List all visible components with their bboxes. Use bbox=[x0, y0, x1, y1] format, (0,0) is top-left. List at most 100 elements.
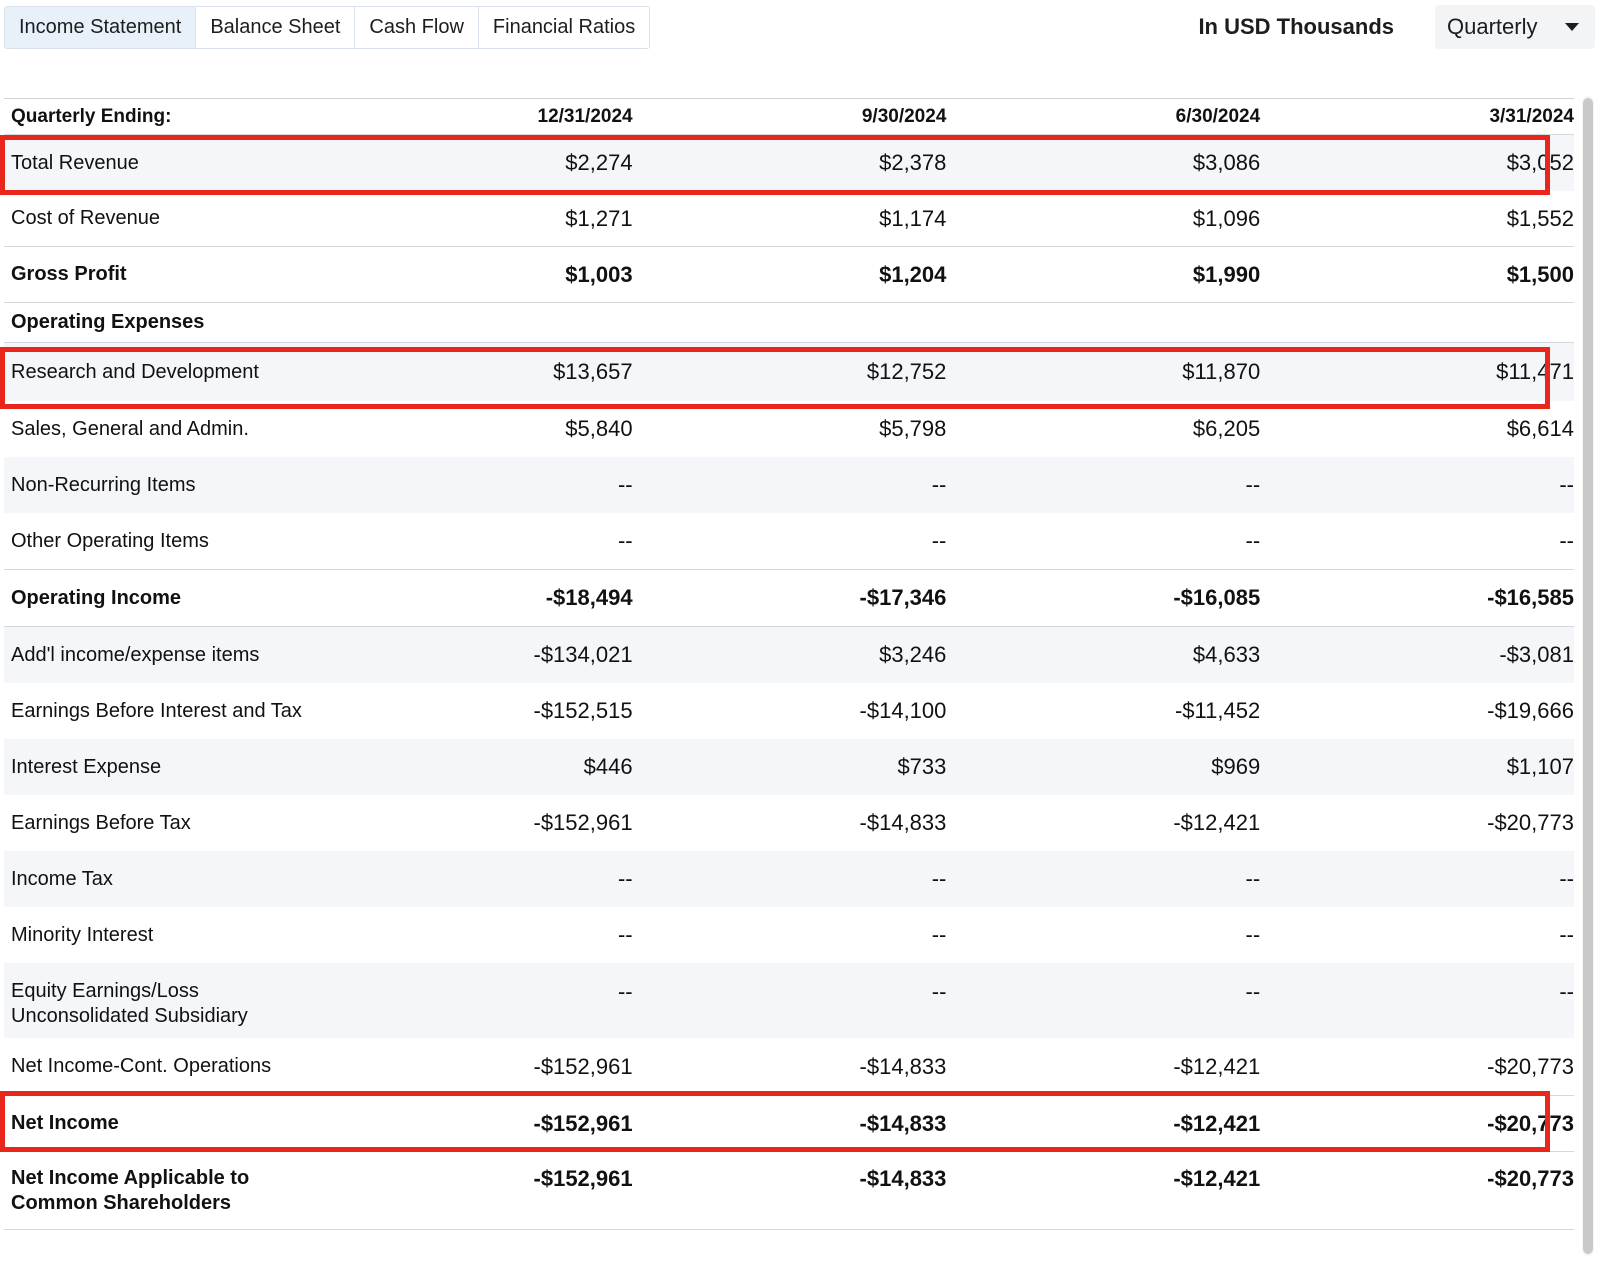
period-select[interactable]: Quarterly bbox=[1435, 5, 1595, 49]
row-value: -$12,421 bbox=[1173, 810, 1261, 835]
row-value: -- bbox=[931, 922, 947, 947]
row-value: -- bbox=[617, 472, 633, 497]
caret-down-icon bbox=[1565, 23, 1579, 31]
units-label: In USD Thousands bbox=[1198, 14, 1394, 39]
row-value: -$18,494 bbox=[545, 585, 633, 610]
row-value: -- bbox=[1559, 922, 1574, 947]
row-value: -- bbox=[931, 866, 947, 891]
row-value: $1,500 bbox=[1506, 261, 1574, 287]
row-value: -$152,515 bbox=[533, 698, 633, 723]
row-value: -$17,346 bbox=[859, 585, 947, 610]
row-value: $2,378 bbox=[879, 150, 947, 175]
row-value: $5,840 bbox=[565, 416, 633, 441]
row-label: Income Tax bbox=[11, 867, 113, 890]
row-value: -$11,452 bbox=[1174, 698, 1261, 723]
row-operating-expenses-heading: Operating Expenses bbox=[4, 303, 1574, 343]
header-col-1: 12/31/2024 bbox=[537, 105, 633, 127]
row-value: $2,274 bbox=[565, 150, 633, 175]
row-value: -$16,085 bbox=[1173, 585, 1261, 610]
income-statement-table: Quarterly Ending: 12/31/2024 9/30/2024 6… bbox=[4, 98, 1574, 1230]
row-value: $4,633 bbox=[1192, 642, 1261, 667]
row-value: $6,205 bbox=[1192, 416, 1261, 441]
row-label: Total Revenue bbox=[11, 151, 139, 174]
row-value: -$152,961 bbox=[533, 1110, 633, 1136]
row-value: $3,246 bbox=[879, 642, 947, 667]
row-value: -$12,421 bbox=[1173, 1110, 1261, 1136]
row-label: Operating Expenses bbox=[11, 311, 205, 333]
row-value: $5,798 bbox=[879, 416, 947, 441]
tab-income-statement[interactable]: Income Statement bbox=[5, 7, 197, 48]
tab-financial-ratios[interactable]: Financial Ratios bbox=[478, 7, 650, 48]
row-other-operating-items: Other Operating Items -- -- -- -- bbox=[4, 513, 1574, 570]
row-label: Add'l income/expense items bbox=[11, 643, 260, 666]
row-value: $1,271 bbox=[565, 205, 633, 231]
row-ebit: Earnings Before Interest and Tax -$152,5… bbox=[4, 683, 1574, 739]
row-value: $6,614 bbox=[1506, 416, 1574, 441]
header-label: Quarterly Ending: bbox=[11, 105, 172, 127]
row-value: -$14,833 bbox=[859, 1053, 947, 1079]
row-label: Net Income bbox=[11, 1112, 119, 1134]
row-cost-of-revenue: Cost of Revenue $1,271 $1,174 $1,096 $1,… bbox=[4, 191, 1574, 247]
row-net-income-cont-ops: Net Income-Cont. Operations -$152,961 -$… bbox=[4, 1038, 1574, 1096]
row-value: -$19,666 bbox=[1487, 698, 1574, 723]
row-value: -- bbox=[1245, 528, 1261, 553]
row-value: $1,990 bbox=[1192, 261, 1261, 287]
row-value: $3,052 bbox=[1506, 150, 1574, 175]
row-value: -$12,421 bbox=[1173, 1053, 1261, 1079]
header-col-2: 9/30/2024 bbox=[861, 105, 947, 127]
row-value: -$14,833 bbox=[859, 1110, 947, 1136]
row-value: -$20,773 bbox=[1487, 810, 1574, 835]
row-value: -$152,961 bbox=[533, 1053, 633, 1079]
row-label: Interest Expense bbox=[11, 755, 162, 778]
row-sga: Sales, General and Admin. $5,840 $5,798 … bbox=[4, 401, 1574, 457]
tab-balance-sheet[interactable]: Balance Sheet bbox=[196, 7, 356, 48]
row-value: -$134,021 bbox=[533, 642, 633, 667]
row-label: Other Operating Items bbox=[11, 529, 209, 552]
row-value: -$20,773 bbox=[1487, 1166, 1574, 1191]
row-value: -$152,961 bbox=[533, 810, 633, 835]
row-gross-profit: Gross Profit $1,003 $1,204 $1,990 $1,500 bbox=[4, 247, 1574, 303]
row-value: -- bbox=[1245, 922, 1261, 947]
row-net-income: Net Income -$152,961 -$14,833 -$12,421 -… bbox=[4, 1096, 1574, 1152]
tab-cash-flow[interactable]: Cash Flow bbox=[355, 7, 479, 48]
row-value: -$14,100 bbox=[859, 698, 947, 723]
row-label: Net Income Applicable to Common Sharehol… bbox=[11, 1167, 250, 1214]
row-value: -$14,833 bbox=[859, 810, 947, 835]
statement-tabs: Income Statement Balance Sheet Cash Flow… bbox=[4, 6, 651, 49]
row-minority-interest: Minority Interest -- -- -- -- bbox=[4, 907, 1574, 963]
row-operating-income: Operating Income -$18,494 -$17,346 -$16,… bbox=[4, 570, 1574, 627]
row-value: $733 bbox=[897, 754, 947, 779]
row-total-revenue: Total Revenue $2,274 $2,378 $3,086 $3,05… bbox=[4, 135, 1574, 191]
row-value: -- bbox=[1559, 979, 1574, 1004]
row-value: -- bbox=[617, 528, 633, 553]
row-value: -- bbox=[931, 472, 947, 497]
row-value: -$12,421 bbox=[1173, 1166, 1261, 1191]
row-value: -- bbox=[1245, 979, 1261, 1004]
row-label: Minority Interest bbox=[11, 923, 154, 946]
row-value: -$14,833 bbox=[859, 1166, 947, 1191]
row-label: Operating Income bbox=[11, 586, 182, 609]
row-value: -- bbox=[1245, 472, 1261, 497]
row-value: $11,870 bbox=[1182, 359, 1261, 384]
row-value: $1,204 bbox=[879, 261, 947, 287]
row-value: $3,086 bbox=[1192, 150, 1261, 175]
row-research-development: Research and Development $13,657 $12,752… bbox=[4, 343, 1574, 401]
row-label: Cost of Revenue bbox=[11, 207, 160, 229]
row-earnings-before-tax: Earnings Before Tax -$152,961 -$14,833 -… bbox=[4, 795, 1574, 851]
row-value: $1,096 bbox=[1192, 205, 1261, 231]
scrollbar-thumb[interactable] bbox=[1583, 98, 1593, 1254]
row-value: -$152,961 bbox=[533, 1166, 633, 1191]
row-value: $11,471 bbox=[1496, 359, 1574, 384]
row-addl-income-expense: Add'l income/expense items -$134,021 $3,… bbox=[4, 627, 1574, 683]
row-label: Sales, General and Admin. bbox=[11, 417, 249, 440]
row-value: -- bbox=[617, 922, 633, 947]
row-label: Gross Profit bbox=[11, 263, 127, 285]
row-value: -$3,081 bbox=[1499, 642, 1574, 667]
header-col-4: 3/31/2024 bbox=[1489, 105, 1574, 127]
row-value: -$20,773 bbox=[1487, 1110, 1574, 1136]
table-header-row: Quarterly Ending: 12/31/2024 9/30/2024 6… bbox=[4, 99, 1574, 135]
period-select-value: Quarterly bbox=[1447, 14, 1538, 39]
row-value: -- bbox=[1559, 866, 1574, 891]
row-value: -- bbox=[931, 528, 947, 553]
row-value: -- bbox=[617, 866, 633, 891]
